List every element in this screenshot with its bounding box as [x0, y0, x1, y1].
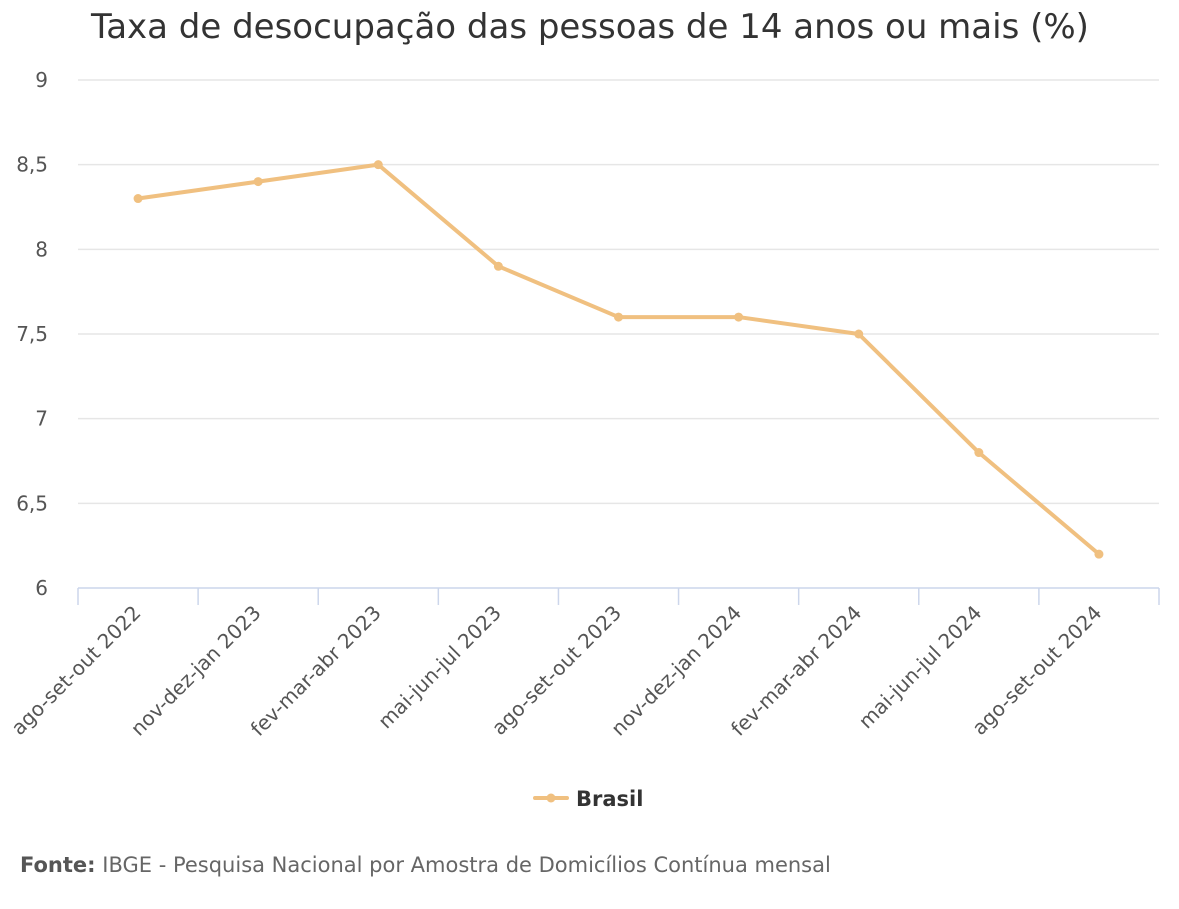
- source-text: IBGE - Pesquisa Nacional por Amostra de …: [102, 853, 831, 877]
- data-point[interactable]: [734, 312, 744, 322]
- data-point[interactable]: [1094, 549, 1104, 559]
- source-note: Fonte: IBGE - Pesquisa Nacional por Amos…: [20, 853, 831, 877]
- chart-title: Taxa de desocupação das pessoas de 14 an…: [90, 7, 1089, 47]
- y-tick-label: 8,5: [16, 153, 48, 177]
- x-tick-label: fev-mar-abr 2023: [246, 601, 386, 741]
- x-tick-label: fev-mar-abr 2024: [726, 601, 866, 741]
- y-tick-label: 7,5: [16, 322, 48, 346]
- data-point[interactable]: [974, 448, 984, 458]
- x-tick-label: ago-set-out 2023: [487, 601, 626, 740]
- y-tick-label: 8: [35, 237, 48, 261]
- series-line[interactable]: [136, 162, 1101, 557]
- data-point[interactable]: [854, 329, 864, 339]
- data-point[interactable]: [373, 160, 383, 170]
- y-tick-label: 9: [35, 68, 48, 92]
- legend-marker-brasil[interactable]: [546, 793, 556, 803]
- x-tick-label: ago-set-out 2022: [6, 601, 145, 740]
- x-tick-label: nov-dez-jan 2024: [606, 601, 746, 741]
- legend[interactable]: Brasil: [533, 787, 643, 811]
- y-tick-label: 6,5: [16, 491, 48, 515]
- y-tick-label: 6: [35, 576, 48, 600]
- series-brasil[interactable]: [133, 160, 1104, 559]
- y-tick-label: 7: [35, 407, 48, 431]
- legend-label-brasil[interactable]: Brasil: [576, 787, 643, 811]
- x-tick-label: mai-jun-jul 2023: [373, 601, 506, 734]
- data-point[interactable]: [614, 312, 623, 322]
- data-point[interactable]: [493, 261, 503, 271]
- source-label: Fonte:: [20, 853, 96, 877]
- x-tick-label: nov-dez-jan 2023: [126, 601, 266, 741]
- data-point[interactable]: [133, 194, 143, 204]
- x-tick-label: mai-jun-jul 2024: [854, 601, 987, 734]
- data-point[interactable]: [253, 177, 263, 187]
- x-tick-label: ago-set-out 2024: [967, 601, 1106, 740]
- y-axis: 6 6,5 7 7,5 8 8,5 9: [16, 68, 48, 600]
- gridlines: [78, 79, 1159, 505]
